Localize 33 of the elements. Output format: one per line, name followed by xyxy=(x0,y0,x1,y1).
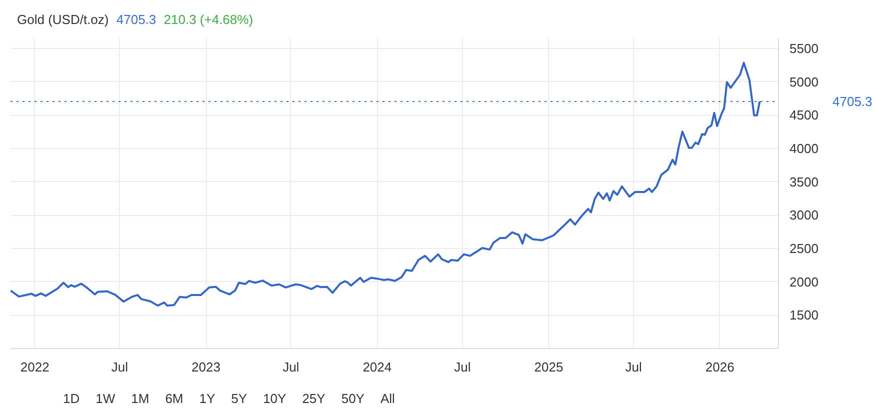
x-tick-label: Jul xyxy=(625,360,642,374)
x-tick-label: 2026 xyxy=(705,360,734,374)
y-tick-label: 4500 xyxy=(790,108,818,123)
chart-title: Gold (USD/t.oz) xyxy=(17,12,109,27)
y-tick-label: 4000 xyxy=(790,141,818,156)
text: 25Y xyxy=(302,391,326,406)
text: 50Y xyxy=(341,391,364,406)
y-tick-label: 2000 xyxy=(790,274,818,290)
x-tick-label: 2023 xyxy=(192,360,220,374)
y-tick-label: 2500 xyxy=(790,241,818,256)
text: 4705.3 xyxy=(116,12,156,27)
line-series xyxy=(10,62,761,307)
ref-line-label: 4705.3 xyxy=(832,94,872,109)
x-tick-label: Jul xyxy=(282,360,300,374)
text: 10Y xyxy=(263,391,286,406)
y-tick-label: 1500 xyxy=(790,308,818,323)
x-tick-label: Jul xyxy=(454,360,471,374)
x-tick-label: 2025 xyxy=(534,360,564,374)
x-tick-label: 2022 xyxy=(20,360,50,374)
text: 6M xyxy=(165,391,184,406)
x-tick-label: 2024 xyxy=(362,360,392,374)
text: 1M xyxy=(131,391,150,406)
y-tick-label: 5500 xyxy=(790,41,818,56)
y-tick-label: 5000 xyxy=(790,74,818,90)
text: All xyxy=(380,391,395,406)
y-tick-label: 3500 xyxy=(790,174,818,190)
y-tick-label: 3000 xyxy=(790,208,818,223)
x-tick-label: Jul xyxy=(111,360,128,374)
text: 1D xyxy=(63,391,80,406)
text: 210.3 (+4.68%) xyxy=(164,12,254,27)
text: 1Y xyxy=(199,391,216,406)
text: 5Y xyxy=(231,391,248,406)
text: 1W xyxy=(96,391,116,406)
